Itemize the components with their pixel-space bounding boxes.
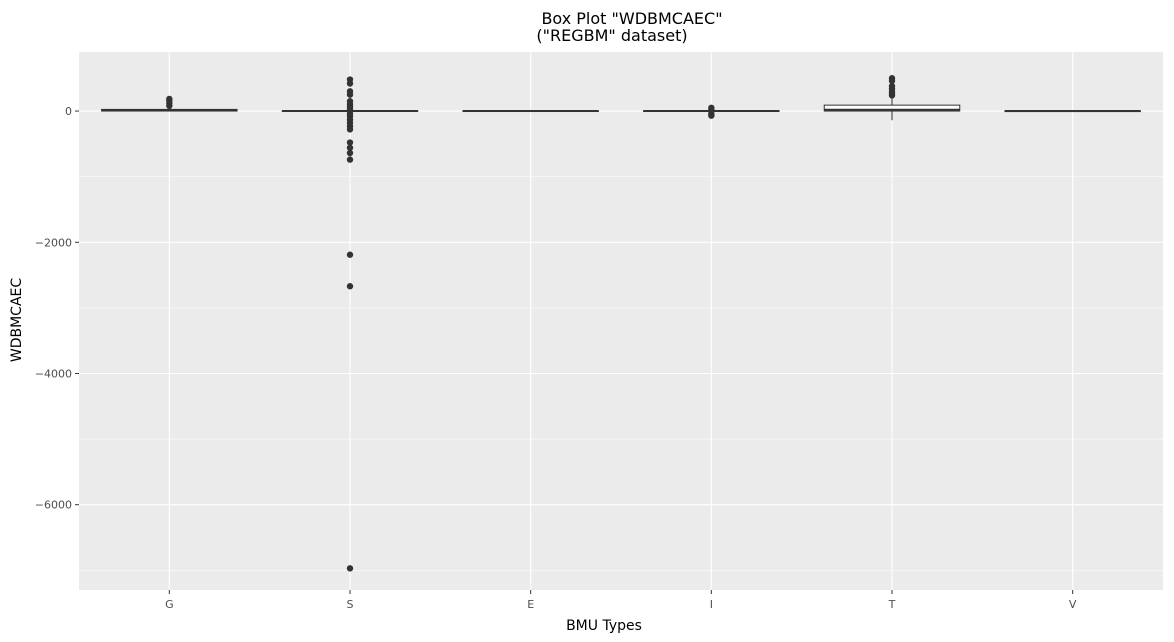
plot-panel [79, 52, 1163, 590]
outlier-point [888, 77, 896, 85]
box-E [462, 110, 599, 113]
x-tick-label: T [888, 598, 896, 611]
y-tick-label: −4000 [35, 367, 72, 380]
x-tick-label: I [710, 598, 713, 611]
box-G [101, 95, 238, 112]
outlier-point [888, 92, 896, 99]
y-tick-label: −6000 [35, 499, 72, 512]
outlier-point [346, 80, 354, 87]
outlier-point [346, 139, 354, 146]
outlier-point [346, 251, 354, 258]
x-tick-label: E [527, 598, 534, 611]
box-T [823, 75, 961, 121]
chart-subtitle: ("REGBM" dataset) [536, 26, 687, 45]
outlier-point [346, 156, 354, 163]
outlier-point [166, 95, 173, 103]
box-S [281, 76, 419, 572]
outlier-point [708, 112, 715, 119]
box-V [1004, 110, 1141, 113]
x-tick-label: V [1069, 598, 1077, 611]
x-tick-label: G [165, 598, 174, 611]
box-layer [101, 75, 1141, 572]
outlier-point [346, 283, 354, 290]
y-tick-label: 0 [65, 105, 72, 118]
outlier-point [346, 565, 354, 572]
y-tick-label: −2000 [35, 236, 72, 249]
outlier-point [346, 91, 354, 98]
chart-title: Box Plot "WDBMCAEC" [541, 9, 722, 28]
axis-labels: 0 −2000 −4000 −6000 G S E I T V [35, 105, 1077, 611]
x-tick-label: S [347, 598, 354, 611]
outlier-point [346, 144, 354, 151]
outlier-point [346, 126, 354, 133]
box-body [823, 104, 961, 112]
grid-lines [79, 52, 1163, 590]
box-I [643, 104, 780, 119]
outlier-point [346, 149, 354, 157]
y-axis-title: WDBMCAEC [9, 278, 25, 363]
x-axis-title: BMU Types [566, 618, 642, 634]
